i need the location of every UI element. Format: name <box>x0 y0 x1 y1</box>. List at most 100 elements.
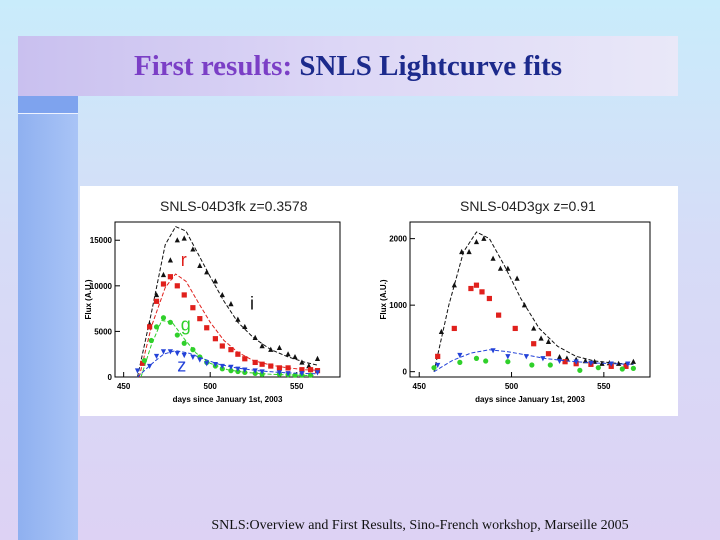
data-point-i <box>545 338 552 344</box>
data-point-i <box>228 301 234 307</box>
data-point-i <box>459 248 465 255</box>
data-point-i <box>299 359 305 365</box>
data-point-r <box>512 325 518 332</box>
data-point-z <box>219 363 225 370</box>
data-point-z <box>190 354 196 360</box>
data-point-z <box>174 351 180 357</box>
slide-footer: SNLS:Overview and First Results, Sino-Fr… <box>211 518 629 533</box>
data-point-i <box>212 278 218 284</box>
fit-curve-z <box>433 349 634 373</box>
data-point-i <box>466 248 472 255</box>
band-label-i: i <box>250 294 254 314</box>
data-point-r <box>285 365 291 371</box>
y-tick-label: 15000 <box>90 236 113 245</box>
data-point-i <box>451 282 457 288</box>
data-point-z <box>299 371 305 377</box>
data-point-g <box>167 319 173 325</box>
data-point-i <box>167 257 173 263</box>
data-point-z <box>167 349 173 355</box>
data-point-i <box>219 291 225 298</box>
data-point-g <box>457 359 463 365</box>
data-point-r <box>473 282 480 288</box>
data-point-r <box>468 285 474 292</box>
data-point-r <box>160 281 167 287</box>
data-point-z <box>540 356 546 362</box>
data-point-g <box>630 365 636 371</box>
data-point-z <box>556 358 563 365</box>
data-point-r <box>486 295 492 302</box>
data-point-z <box>573 359 579 365</box>
data-point-r <box>167 274 173 280</box>
y-tick-label: 2000 <box>389 235 407 244</box>
y-axis-label: Flux (A.U.) <box>84 279 93 319</box>
data-point-i <box>174 237 180 243</box>
band-label-z: z <box>177 356 186 376</box>
data-point-r <box>181 292 187 298</box>
data-point-z <box>147 363 153 370</box>
data-point-g <box>483 358 489 364</box>
data-point-r <box>197 316 203 322</box>
x-axis-label: days since January 1st, 2003 <box>173 395 283 404</box>
data-point-i <box>599 360 605 366</box>
data-point-r <box>307 367 314 373</box>
data-point-r <box>623 363 629 369</box>
chart-title: SNLS-04D3fk z=0.3578 <box>160 198 308 214</box>
data-point-g <box>577 367 583 373</box>
title-band <box>18 36 678 96</box>
data-point-z <box>252 368 258 374</box>
data-point-z <box>204 361 210 367</box>
data-point-z <box>314 370 321 376</box>
data-point-z <box>181 352 187 359</box>
data-point-i <box>292 353 298 360</box>
data-point-z <box>259 369 265 375</box>
data-point-i <box>181 235 187 241</box>
data-point-r <box>204 325 210 331</box>
data-point-z <box>588 360 594 367</box>
data-point-g <box>595 365 601 371</box>
data-point-r <box>140 360 146 366</box>
left-decor-divider <box>18 113 78 114</box>
band-label-r: r <box>181 250 187 270</box>
data-point-i <box>514 275 520 281</box>
data-point-r <box>268 363 274 369</box>
slide-title: First results: SNLS Lightcurve fits <box>18 36 678 96</box>
data-point-i <box>160 271 167 278</box>
data-point-i <box>268 346 274 352</box>
data-point-r <box>531 341 537 347</box>
data-point-i <box>190 246 196 252</box>
x-tick-label: 550 <box>290 382 304 391</box>
data-point-r <box>228 347 234 353</box>
slide-title-part1: First results: <box>133 49 293 82</box>
x-tick-label: 450 <box>413 382 427 391</box>
left-decor-bar-cap <box>18 96 78 114</box>
data-point-i <box>531 325 537 331</box>
slide-title-part2: SNLS Lightcurve fits <box>299 49 563 82</box>
data-point-r <box>479 289 485 295</box>
data-point-g <box>473 355 480 361</box>
data-point-g <box>228 368 234 374</box>
data-point-z <box>285 371 291 377</box>
data-point-i <box>242 323 248 330</box>
data-point-i <box>481 235 487 241</box>
data-point-i <box>490 255 496 261</box>
data-point-i <box>438 328 444 334</box>
data-point-g <box>529 362 535 368</box>
y-tick-label: 10000 <box>90 282 113 291</box>
data-point-z <box>457 352 463 359</box>
data-point-r <box>190 305 196 311</box>
data-point-i <box>276 344 283 351</box>
data-point-i <box>473 238 480 245</box>
data-point-i <box>252 334 258 340</box>
data-point-r <box>545 351 552 357</box>
data-point-z <box>212 362 218 368</box>
data-point-g <box>190 347 196 353</box>
data-point-r <box>219 343 225 349</box>
data-point-i <box>630 358 636 364</box>
data-point-g <box>619 366 625 372</box>
x-tick-label: 500 <box>204 382 218 391</box>
data-point-i <box>306 363 312 369</box>
data-point-g <box>153 324 160 330</box>
fit-curve-r <box>138 273 318 378</box>
data-point-g <box>148 337 154 344</box>
